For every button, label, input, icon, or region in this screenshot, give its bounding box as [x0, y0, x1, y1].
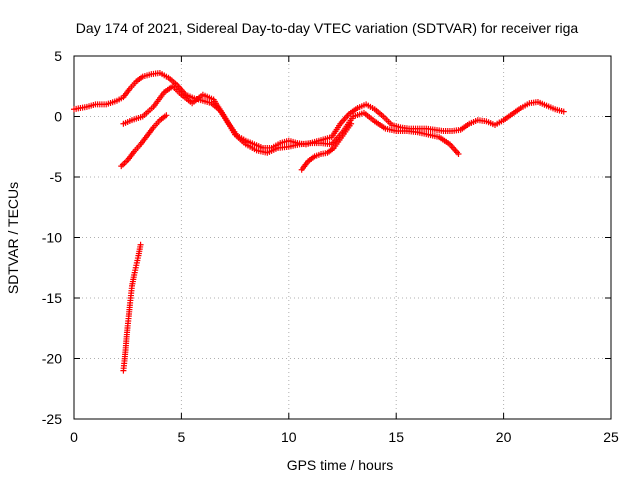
y-tick-label: -10: [42, 230, 62, 246]
y-tick-label: 5: [54, 48, 62, 64]
x-axis-label: GPS time / hours: [287, 457, 394, 473]
data-marks: [71, 69, 567, 374]
y-tick-label: -25: [42, 411, 62, 427]
y-axis-label: SDTVAR / TECUs: [5, 182, 21, 294]
data-point: [455, 151, 462, 158]
x-tick-label: 20: [496, 429, 512, 445]
grid: [74, 56, 611, 419]
data-point: [163, 112, 170, 119]
data-point: [137, 241, 144, 248]
series-track-c: [118, 112, 170, 170]
x-tick-label: 10: [281, 429, 297, 445]
x-tick-label: 5: [178, 429, 186, 445]
series-track-d: [298, 120, 355, 173]
y-tick-label: 0: [54, 109, 62, 125]
tick-marks: [73, 55, 612, 420]
series-track-e: [120, 241, 144, 374]
y-tick-label: -15: [42, 290, 62, 306]
tick-labels: 0 5 10 15 20 25 5 0 -5 -10 -15 -20 -25: [42, 48, 619, 445]
x-tick-label: 0: [70, 429, 78, 445]
chart-title: Day 174 of 2021, Sidereal Day-to-day VTE…: [76, 20, 579, 36]
y-tick-label: -20: [42, 351, 62, 367]
data-point: [348, 120, 355, 127]
y-tick-label: -5: [50, 169, 63, 185]
x-tick-label: 25: [603, 429, 619, 445]
series-track-b: [120, 83, 462, 158]
x-tick-label: 15: [388, 429, 404, 445]
data-point: [560, 108, 567, 115]
